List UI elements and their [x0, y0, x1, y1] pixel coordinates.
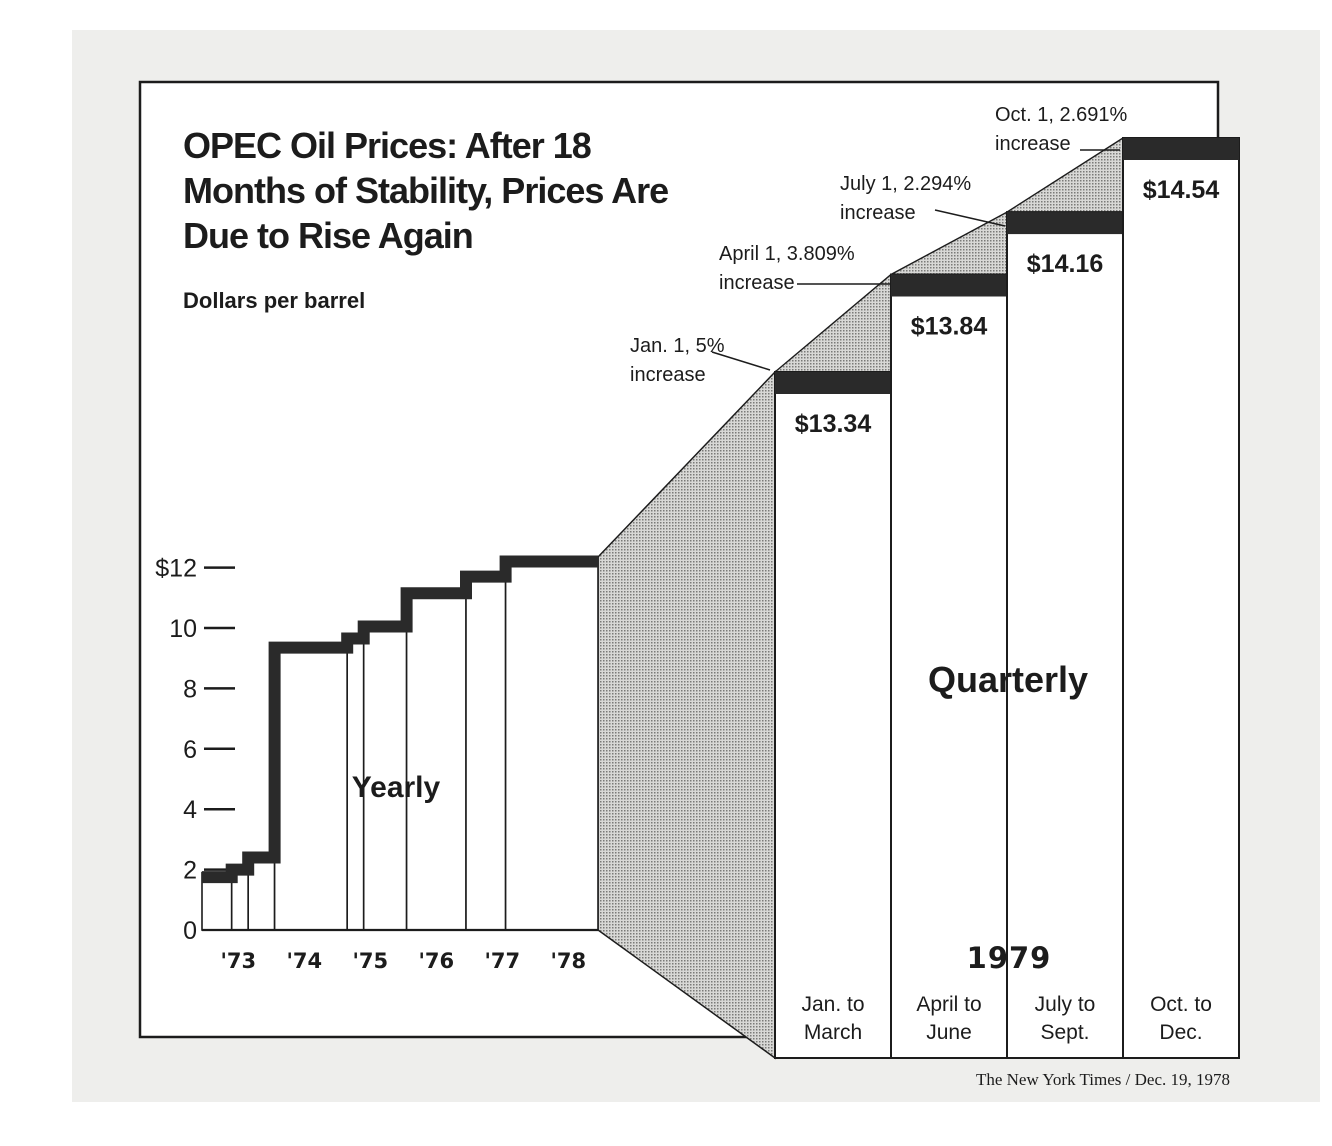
quarterly-price-band — [1007, 212, 1123, 235]
quarterly-category-label: Dec. — [1159, 1021, 1202, 1044]
y-tick-label: 2 — [183, 857, 197, 885]
zoom-perspective — [597, 137, 1124, 1060]
x-tick-label: '78 — [550, 949, 586, 973]
annotation-line-2: increase — [840, 202, 916, 224]
increase-trend-line — [774, 137, 1124, 373]
y-tick-label: 6 — [183, 736, 197, 764]
quarterly-category-label: March — [804, 1021, 862, 1044]
quarterly-value-label: $14.54 — [1143, 176, 1220, 204]
yearly-step-bar — [405, 587, 467, 931]
yearly-label: Yearly — [352, 771, 441, 804]
x-tick-label: '73 — [220, 949, 256, 973]
quarterly-bar — [890, 273, 1008, 1059]
quarterly-category-label: Oct. to — [1150, 993, 1212, 1016]
quarterly-bar — [1006, 211, 1124, 1060]
annotation-line-1: April 1, 3.809% — [719, 243, 855, 265]
x-tick-label: '74 — [286, 949, 322, 973]
quarterly-value-label: $14.16 — [1027, 250, 1103, 278]
quarterly-bar — [1122, 137, 1240, 1059]
y-tick-label: 0 — [183, 917, 197, 945]
y-tick-label: 8 — [183, 675, 197, 703]
quarterly-bar — [774, 371, 892, 1059]
quarterly-value-label: $13.34 — [795, 410, 872, 438]
quarterly-bars: $13.34 Jan. to March $13.84 April to June $14.… — [774, 137, 1240, 1060]
annotation-leader — [934, 209, 1006, 227]
yearly-price-line — [202, 555, 598, 884]
yearly-step-bar — [273, 642, 349, 931]
y-tick-label: $12 — [155, 555, 197, 583]
x-tick-label: '77 — [484, 949, 520, 973]
quarterly-category-label: Jan. to — [801, 993, 864, 1016]
x-axis-years: '73 '74 '75 '76 '77 '78 — [220, 949, 586, 973]
quarterly-category-label: April to — [916, 993, 981, 1016]
yearly-step-bar — [465, 571, 507, 931]
chart-title-line-3: Due to Rise Again — [183, 215, 473, 256]
annotation-line-2: increase — [995, 133, 1071, 155]
yearly-step-bar — [504, 556, 599, 931]
annotation-line-1: July 1, 2.294% — [840, 173, 971, 195]
quarterly-category-label: Sept. — [1040, 1021, 1089, 1044]
annotation-line-2: increase — [630, 364, 706, 386]
y-tick-label: 10 — [169, 615, 197, 643]
annotation-line-1: Oct. 1, 2.691% — [995, 104, 1128, 126]
increase-shading — [775, 138, 1123, 372]
quarterly-label: Quarterly — [928, 659, 1088, 700]
annotation-line-1: Jan. 1, 5% — [630, 335, 725, 357]
quarterly-value-label: $13.84 — [911, 313, 988, 341]
quarterly-price-band — [891, 274, 1007, 297]
increase-annotations: Jan. 1, 5% increase April 1, 3.809% increas… — [630, 104, 1128, 386]
annotation-leader — [711, 351, 771, 371]
quarterly-category-label: July to — [1035, 993, 1096, 1016]
source-credit: The New York Times / Dec. 19, 1978 — [976, 1070, 1230, 1089]
yearly-price-band — [202, 555, 598, 884]
quarterly-price-band — [775, 372, 891, 394]
annotation-line-2: increase — [719, 272, 795, 294]
chart-title-line-1: OPEC Oil Prices: After 18 — [183, 125, 591, 166]
yearly-bars — [201, 556, 599, 932]
y-tick-label: 4 — [183, 796, 197, 824]
chart-title-line-2: Months of Stability, Prices Are — [183, 170, 668, 211]
x-tick-label: '76 — [418, 949, 454, 973]
quarterly-category-label: June — [926, 1021, 972, 1044]
quarterly-year-label: 1979 — [967, 941, 1052, 975]
yearly-step-bar — [362, 621, 408, 931]
y-axis-label: Dollars per barrel — [183, 288, 365, 313]
x-tick-label: '75 — [352, 949, 388, 973]
y-axis: 0 2 4 6 8 10 $12 — [155, 555, 235, 945]
quarterly-price-band — [1123, 138, 1239, 160]
